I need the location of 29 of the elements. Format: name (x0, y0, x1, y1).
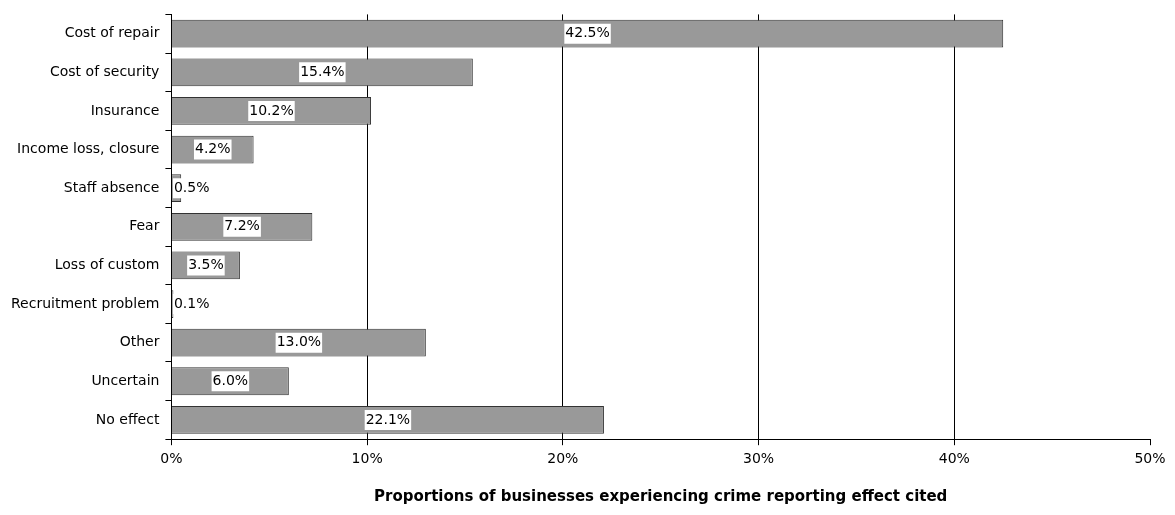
data-label: 0.1% (173, 294, 210, 311)
x-tick-label: 20% (547, 450, 579, 467)
y-tick-label: Cost of repair (64, 24, 160, 41)
x-tick-label: 30% (743, 450, 775, 467)
y-tick-label: Other (119, 333, 160, 350)
x-tick-label: 40% (938, 450, 970, 467)
data-label: 3.5% (188, 256, 224, 273)
data-label: 13.0% (276, 333, 322, 350)
x-tick-label: 50% (1134, 450, 1166, 467)
data-label: 6.0% (212, 371, 249, 388)
data-label: 15.4% (300, 62, 345, 79)
data-label: 42.5% (565, 24, 610, 41)
y-tick-label: No effect (95, 410, 160, 427)
y-tick-label: Fear (129, 217, 160, 234)
data-label: 22.1% (365, 410, 411, 427)
x-tick-label: 0% (160, 450, 183, 467)
y-tick-label: Insurance (90, 101, 160, 118)
y-tick-label: Income loss, closure (17, 140, 160, 157)
y-tick-label: Loss of custom (54, 256, 160, 273)
data-label: 7.2% (224, 217, 260, 234)
y-tick-label: Uncertain (91, 371, 160, 388)
y-tick-label: Recruitment problem (10, 294, 160, 311)
x-tick-label: 10% (351, 450, 383, 467)
y-tick-label: Staff absence (63, 178, 160, 195)
data-label: 0.5% (173, 178, 210, 195)
data-label: 10.2% (249, 101, 294, 118)
y-tick-label: Cost of security (49, 62, 160, 79)
data-label: 4.2% (194, 140, 231, 157)
x-axis-title: Proportions of businesses experiencing crime reporting effect cited (374, 486, 948, 505)
